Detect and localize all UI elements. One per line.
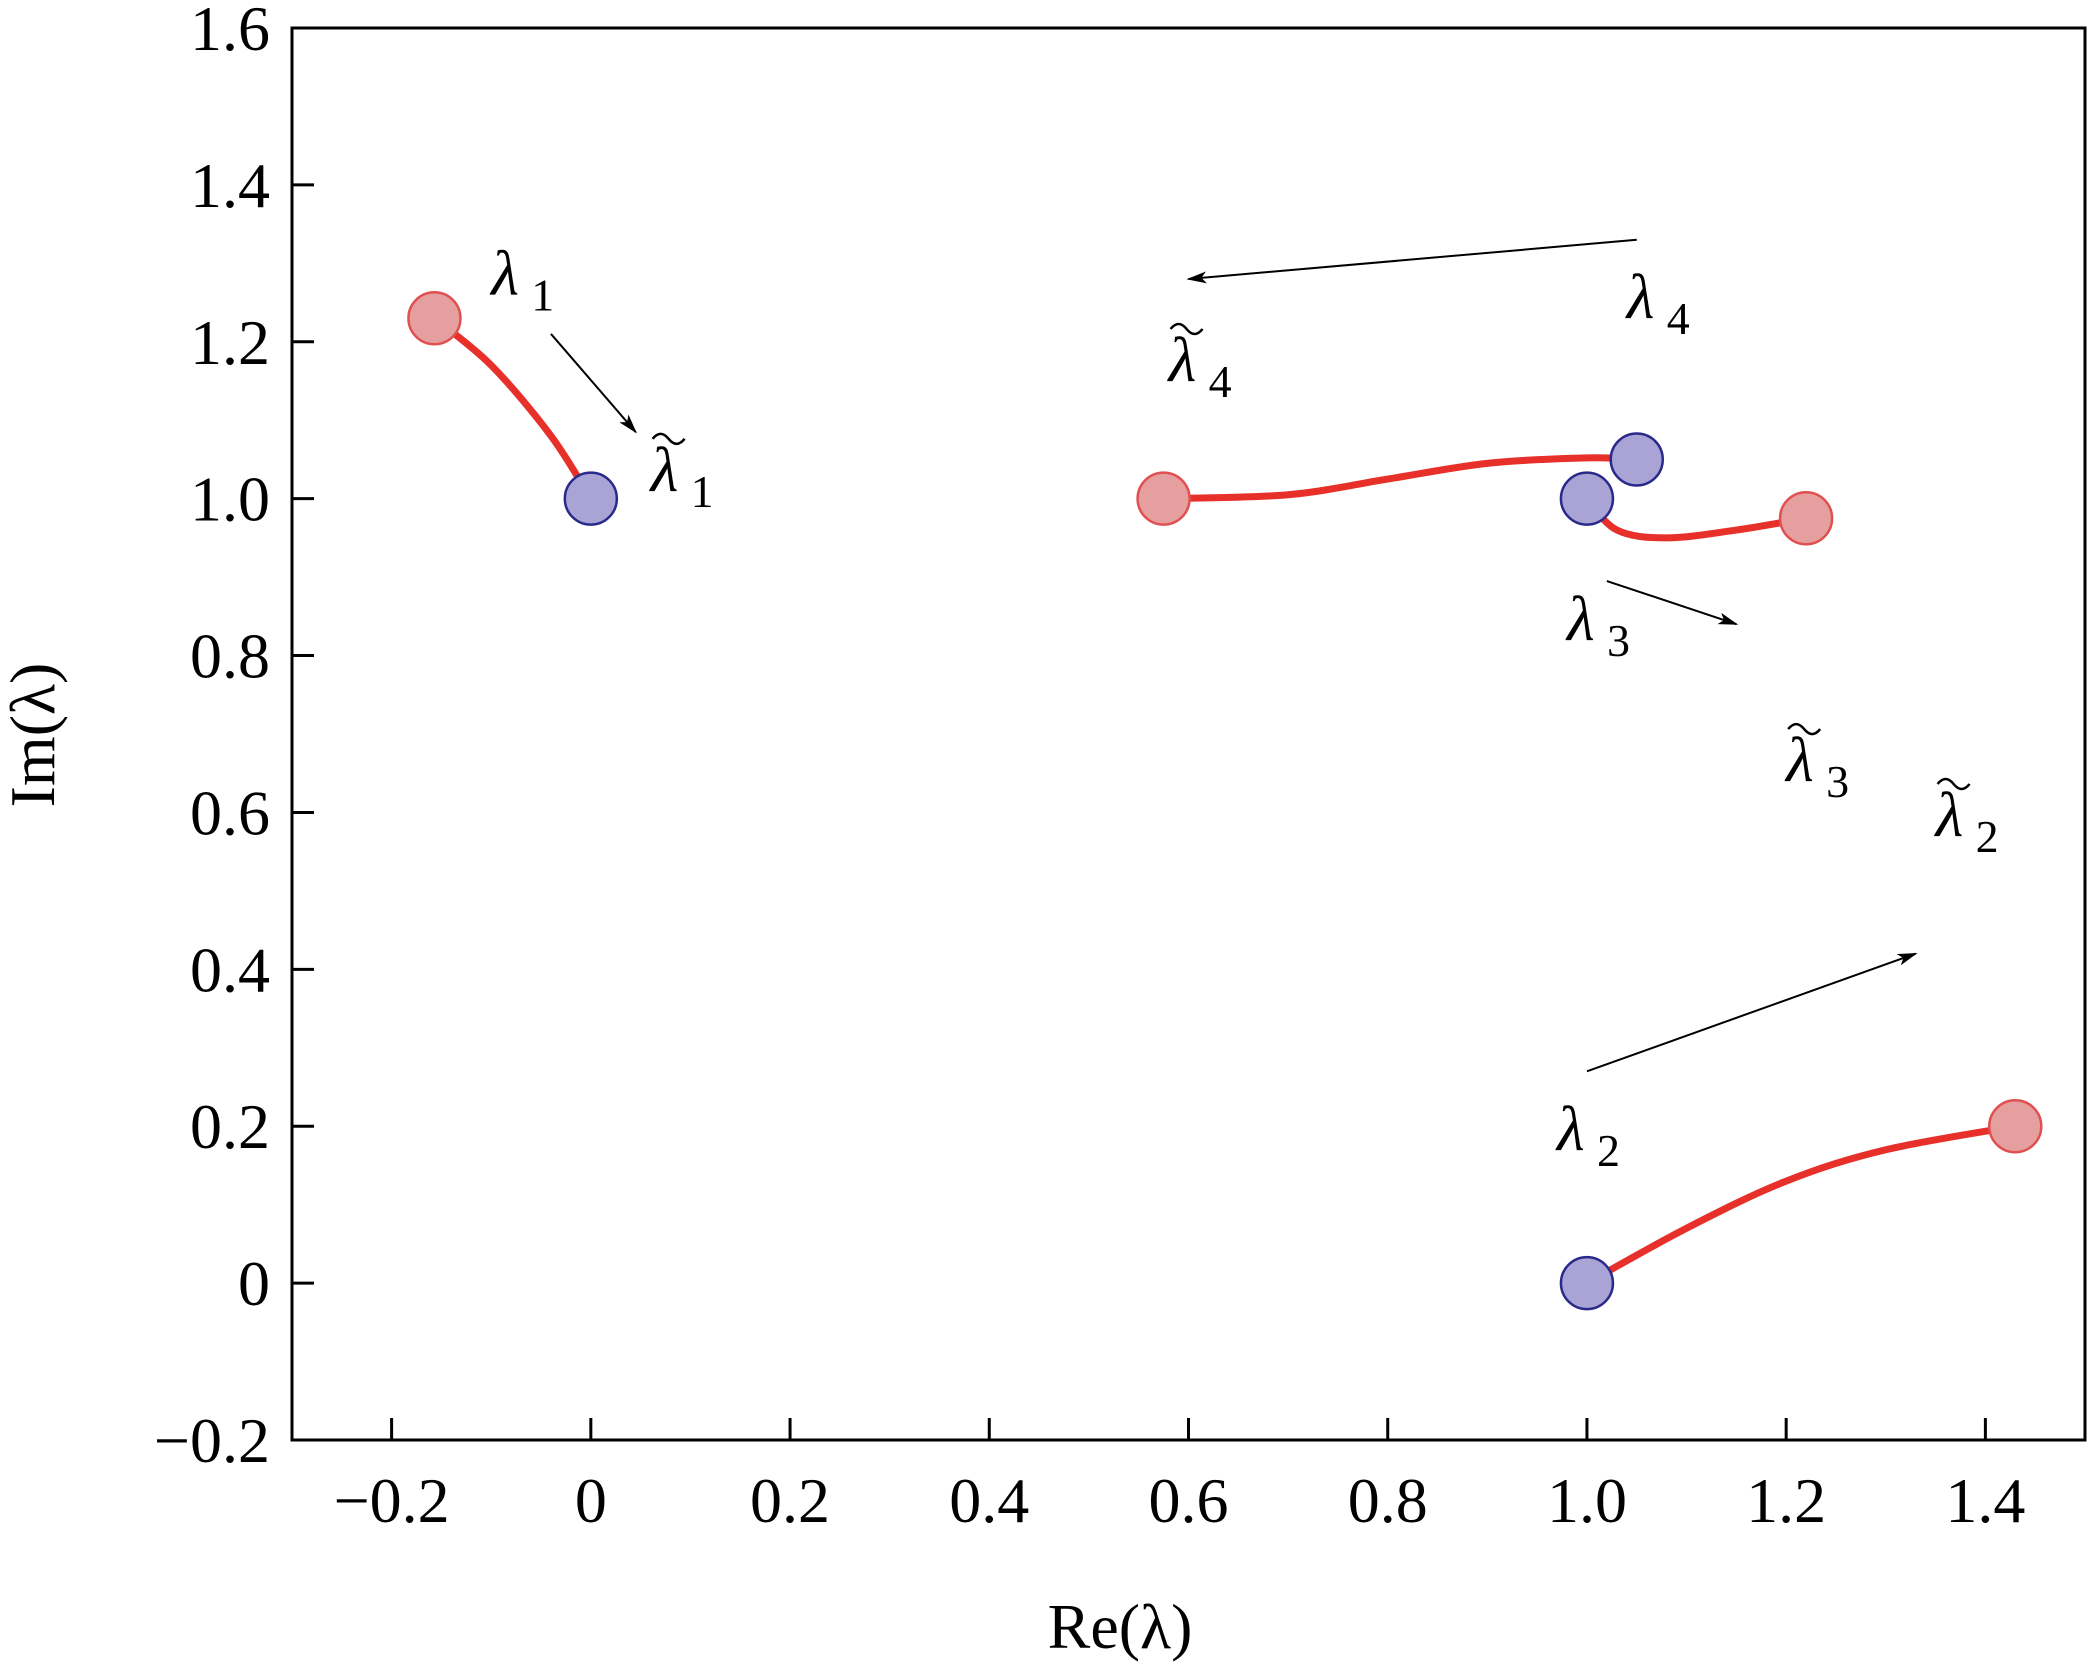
x-axis-label: Re(λ) (1048, 1591, 1193, 1662)
annotation-arrow-4 (1186, 238, 1637, 284)
x-tick-label: −0.2 (334, 1465, 450, 1536)
x-axis-ticks: −0.2 0 0.2 0.4 0.6 0.8 1.0 1.2 1.4 (334, 1418, 2025, 1536)
y-tick-label: 1.2 (190, 307, 270, 378)
trajectory-paths (430, 314, 2019, 1287)
y-axis-label: Im(λ) (0, 663, 68, 808)
annotation-arrow-1 (550, 333, 637, 434)
x-tick-label: 0.6 (1149, 1465, 1229, 1536)
tilde-mark (1787, 722, 1822, 736)
x-tick-label: 0.4 (949, 1465, 1029, 1536)
lambda-subscript: 3 (1607, 615, 1630, 666)
lambda-symbol: λ (649, 434, 679, 505)
lambda-subscript: 1 (531, 270, 554, 321)
lambda-symbol: λ (1167, 324, 1197, 395)
x-tick-label: 1.2 (1746, 1465, 1826, 1536)
lambda-symbol: λ (1784, 724, 1814, 795)
y-axis-ticks: −0.2 0 0.2 0.4 0.6 0.8 1.0 1.2 1.4 1.6 (154, 0, 314, 1476)
lambda-symbol: λ (1555, 1093, 1585, 1164)
trajectory-path-1 (430, 314, 595, 503)
x-tick-label: 0.8 (1348, 1465, 1428, 1536)
annotation-arrows (550, 238, 1918, 1073)
lambda-subscript: 3 (1826, 756, 1849, 807)
lambda-symbol: λ (1934, 779, 1964, 850)
y-tick-label: 0.2 (190, 1091, 270, 1162)
start-point-1 (407, 290, 462, 346)
start-point-3 (1778, 491, 1834, 546)
y-tick-label: 0.8 (190, 621, 270, 692)
y-tick-label: 1.0 (190, 464, 270, 535)
y-tick-label: 0 (238, 1248, 270, 1319)
end-point-4 (1609, 432, 1664, 487)
lambda-subscript: 4 (1667, 293, 1690, 344)
tilde-mark (651, 432, 686, 446)
eigenvalue-points (407, 290, 2043, 1311)
lambda-subscript: 1 (691, 466, 714, 517)
tilde-mark (1169, 322, 1204, 336)
y-tick-label: −0.2 (154, 1405, 270, 1476)
y-tick-label: 0.6 (190, 777, 270, 848)
x-tick-label: 0.2 (750, 1465, 830, 1536)
x-tick-label: 0 (575, 1465, 607, 1536)
trajectory-path-4 (1160, 454, 1641, 503)
annotation-arrow-3 (1606, 580, 1739, 626)
y-tick-label: 1.4 (190, 150, 270, 221)
lambda-subscript: 4 (1209, 356, 1232, 407)
lambda-subscript: 2 (1976, 811, 1999, 862)
trajectory-path-2 (1583, 1122, 2019, 1287)
y-tick-label: 0.4 (190, 934, 270, 1005)
end-point-2 (1559, 1255, 1615, 1311)
lambda-symbol: λ (1625, 261, 1655, 332)
lambda-symbol: λ (489, 238, 519, 309)
trajectory-path-3 (1583, 495, 1810, 542)
eigenvalue-labels: λ 1λ 1λ 2λ 2λ 3λ 3λ 4λ 4 (489, 238, 1998, 1176)
start-point-2 (1988, 1098, 2043, 1154)
tilde-mark (1936, 777, 1971, 791)
end-point-3 (1559, 471, 1615, 526)
end-point-1 (563, 471, 619, 526)
annotation-arrow-2 (1586, 952, 1918, 1073)
lambda-subscript: 2 (1597, 1125, 1620, 1176)
y-tick-label: 1.6 (190, 0, 270, 64)
x-tick-label: 1.0 (1547, 1465, 1627, 1536)
lambda-symbol: λ (1565, 583, 1595, 654)
start-point-4 (1136, 471, 1191, 526)
x-tick-label: 1.4 (1945, 1465, 2025, 1536)
